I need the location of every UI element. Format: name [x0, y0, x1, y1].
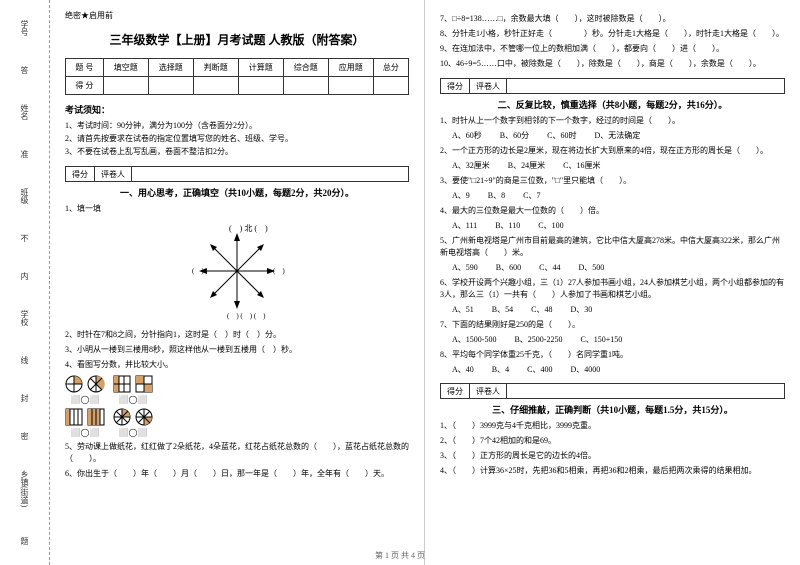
margin-seal: 密 [19, 432, 30, 440]
s3-grader: 评卷人 [470, 384, 507, 398]
section3-bar: 得分 评卷人 [440, 383, 785, 399]
notice-2: 2、请首先按要求在试卷的指定位置填写您的姓名、班级、学号。 [65, 133, 409, 144]
th-choice: 选择题 [148, 59, 193, 77]
fraction-diagrams: ⬜◯⬜ ⬜◯⬜ [65, 375, 409, 404]
circle-frac-3 [113, 408, 131, 426]
s3q3: 3、（ ）正方形的周长是它的边长的4倍。 [440, 450, 785, 462]
th-fill: 填空题 [103, 59, 148, 77]
margin-seal2: 封 [19, 394, 30, 402]
th-judge: 判断题 [193, 59, 238, 77]
margin-field-school: 学校 [19, 310, 30, 326]
s2-score: 得分 [441, 79, 470, 93]
section3-title: 三、仔细推敲，正确判断（共10小题，每题1.5分，共15分）。 [440, 403, 785, 416]
s2q6: 6、学校开设两个兴趣小组，三（1）27人参加书画小组，24人参加棋艺小组，两个小… [440, 277, 785, 301]
th-calc: 计算题 [238, 59, 283, 77]
margin-seal3: 线 [19, 356, 30, 364]
s2q8-opts: A、40B、4C、400D、4000 [452, 364, 785, 375]
td-score-label: 得 分 [66, 77, 104, 95]
svg-text:( ): ( ) [192, 267, 204, 275]
fraction-diagrams-2: ⬜◯⬜ ⬜◯⬜ [65, 408, 409, 437]
q6: 6、你出生于（ ）年（ ）月（ ）日，那一年是（ ）年，全年有（ ）天。 [65, 468, 409, 480]
margin-hint3: 不 [19, 234, 30, 242]
s2q2: 2、一个正方形的边长是2厘米，现在将边长扩大到原来的4倍，现在正方形的周长是（ … [440, 145, 785, 157]
th-num: 题 号 [66, 59, 104, 77]
notice-title: 考试须知： [65, 103, 409, 116]
s2q2-opts: A、32厘米B、24厘米C、16厘米 [452, 160, 785, 171]
margin-field-id: 学号 [19, 20, 30, 36]
q1: 1、填一填 [65, 203, 409, 215]
notice-3: 3、不要在试卷上乱写乱画，卷面不整洁扣2分。 [65, 146, 409, 157]
margin-hint5: 题 [19, 537, 30, 545]
notice-1: 1、考试时间：90分钟，满分为100分（含卷面分2分）。 [65, 120, 409, 131]
q9: 9、在连加法中，不管哪一位上的数相加满（ ），都要向（ ）进（ ）。 [440, 43, 785, 55]
circle-frac-1 [65, 375, 83, 393]
q10: 10、46÷9=5……口中，被除数是（ ），除数是（ ），商是（ ），余数是（ … [440, 58, 785, 70]
q8: 8、分针走1小格，秒针正好走（ ）秒。分针走1大格是（ ），时针走1大格是（ ）… [440, 28, 785, 40]
s2q1: 1、时针从上一个数字到相邻的下一个数字，经过的时间是（ ）。 [440, 115, 785, 127]
margin-hint: 答 [19, 66, 30, 74]
compass-diagram: ( ) 北 ( ) ( ) ( ) ( ) ( ) ( ) [65, 221, 409, 323]
s2q4-opts: A、111B、110C、100 [452, 220, 785, 231]
margin-hint4: 内 [19, 272, 30, 280]
s2q5: 5、广州新电视塔是广州市目前最高的建筑，它比中信大厦高278米。中信大厦高322… [440, 235, 785, 259]
score-table: 题 号 填空题 选择题 判断题 计算题 综合题 应用题 总分 得 分 [65, 58, 409, 95]
page-footer: 第 1 页 共 4 页 [0, 550, 800, 561]
s3-score: 得分 [441, 384, 470, 398]
th-comp: 综合题 [283, 59, 328, 77]
svg-text:( ): ( ) [273, 267, 285, 275]
s2q1-opts: A、60秒B、60分C、60时D、无法确定 [452, 130, 785, 141]
square-frac-2 [135, 375, 153, 393]
margin-field-town: 乡镇(街道) [19, 470, 30, 507]
s2q7: 7、下面的结果刚好是250的是（ ）。 [440, 319, 785, 331]
th-app: 应用题 [328, 59, 373, 77]
s3q1: 1、（ ）3999克与4千克相比，3999克重。 [440, 420, 785, 432]
section2-title: 二、反复比较，慎重选择（共8小题，每题2分，共16分）。 [440, 98, 785, 111]
s1-grader: 评卷人 [95, 167, 132, 181]
q4: 4、看图写分数，并比较大小。 [65, 359, 409, 371]
section1-bar: 得分 评卷人 [65, 166, 409, 182]
s2-grader: 评卷人 [470, 79, 507, 93]
s2q7-opts: A、1500-500B、2500-2250C、150+150 [452, 334, 785, 345]
section1-title: 一、用心思考，正确填空（共10小题，每题2分，共20分）。 [65, 186, 409, 199]
right-column: 7、□÷8=138……□，余数最大填（ ），这时被除数是（ ）。 8、分针走1小… [425, 0, 800, 565]
compass-north: ( ) 北 ( ) [229, 224, 268, 233]
square-frac-1 [113, 375, 131, 393]
s2q3-opts: A、9B、8C、7 [452, 190, 785, 201]
margin-field-class: 班级 [19, 188, 30, 204]
circle-frac-4 [135, 408, 153, 426]
svg-text:( ) ( ) ( ): ( ) ( ) ( ) [227, 312, 266, 320]
s3q2: 2、（ ）7个42相加的和是69。 [440, 435, 785, 447]
td-blank [103, 77, 148, 95]
left-column: 绝密★启用前 三年级数学【上册】月考试题 人教版（附答案） 题 号 填空题 选择… [50, 0, 425, 565]
q2: 2、时针在7和8之间，分针指向1，这时是（ ）时（ ）分。 [65, 329, 409, 341]
s2q5-opts: A、590B、600C、44D、500 [452, 262, 785, 273]
s1-score: 得分 [66, 167, 95, 181]
q7: 7、□÷8=138……□，余数最大填（ ），这时被除数是（ ）。 [440, 13, 785, 25]
margin-hint2: 准 [19, 150, 30, 158]
section2-bar: 得分 评卷人 [440, 78, 785, 94]
s2q4: 4、最大的三位数是最大一位数的（ ）倍。 [440, 205, 785, 217]
th-total: 总分 [373, 59, 408, 77]
square-frac-3 [65, 408, 83, 426]
s2q3: 3、要使"□21÷9"的商是三位数，"□"里只能填（ ）。 [440, 175, 785, 187]
s3q4: 4、（ ）计算36×25时，先把36和5相乘，再把36和2相乘，最后把两次乘得的… [440, 465, 785, 477]
binding-margin: 学号 答 姓名 准 班级 不 内 学校 线 封 密 乡镇(街道) 题 [0, 0, 50, 565]
q5: 5、劳动课上做纸花，红红做了2朵纸花，4朵蓝花，红花占纸花总数的（ ），蓝花占纸… [65, 441, 409, 465]
q3: 3、小明从一楼到三楼用8秒，照这样他从一楼到五楼用（ ）秒。 [65, 344, 409, 356]
s2q6-opts: A、51B、54C、48D、30 [452, 304, 785, 315]
confidential-mark: 绝密★启用前 [65, 10, 409, 21]
square-frac-4 [87, 408, 105, 426]
margin-field-name: 姓名 [19, 104, 30, 120]
s2q8: 8、平均每个同学体重25千克，（ ）名同学重1吨。 [440, 349, 785, 361]
circle-frac-2 [87, 375, 105, 393]
exam-title: 三年级数学【上册】月考试题 人教版（附答案） [65, 31, 409, 48]
